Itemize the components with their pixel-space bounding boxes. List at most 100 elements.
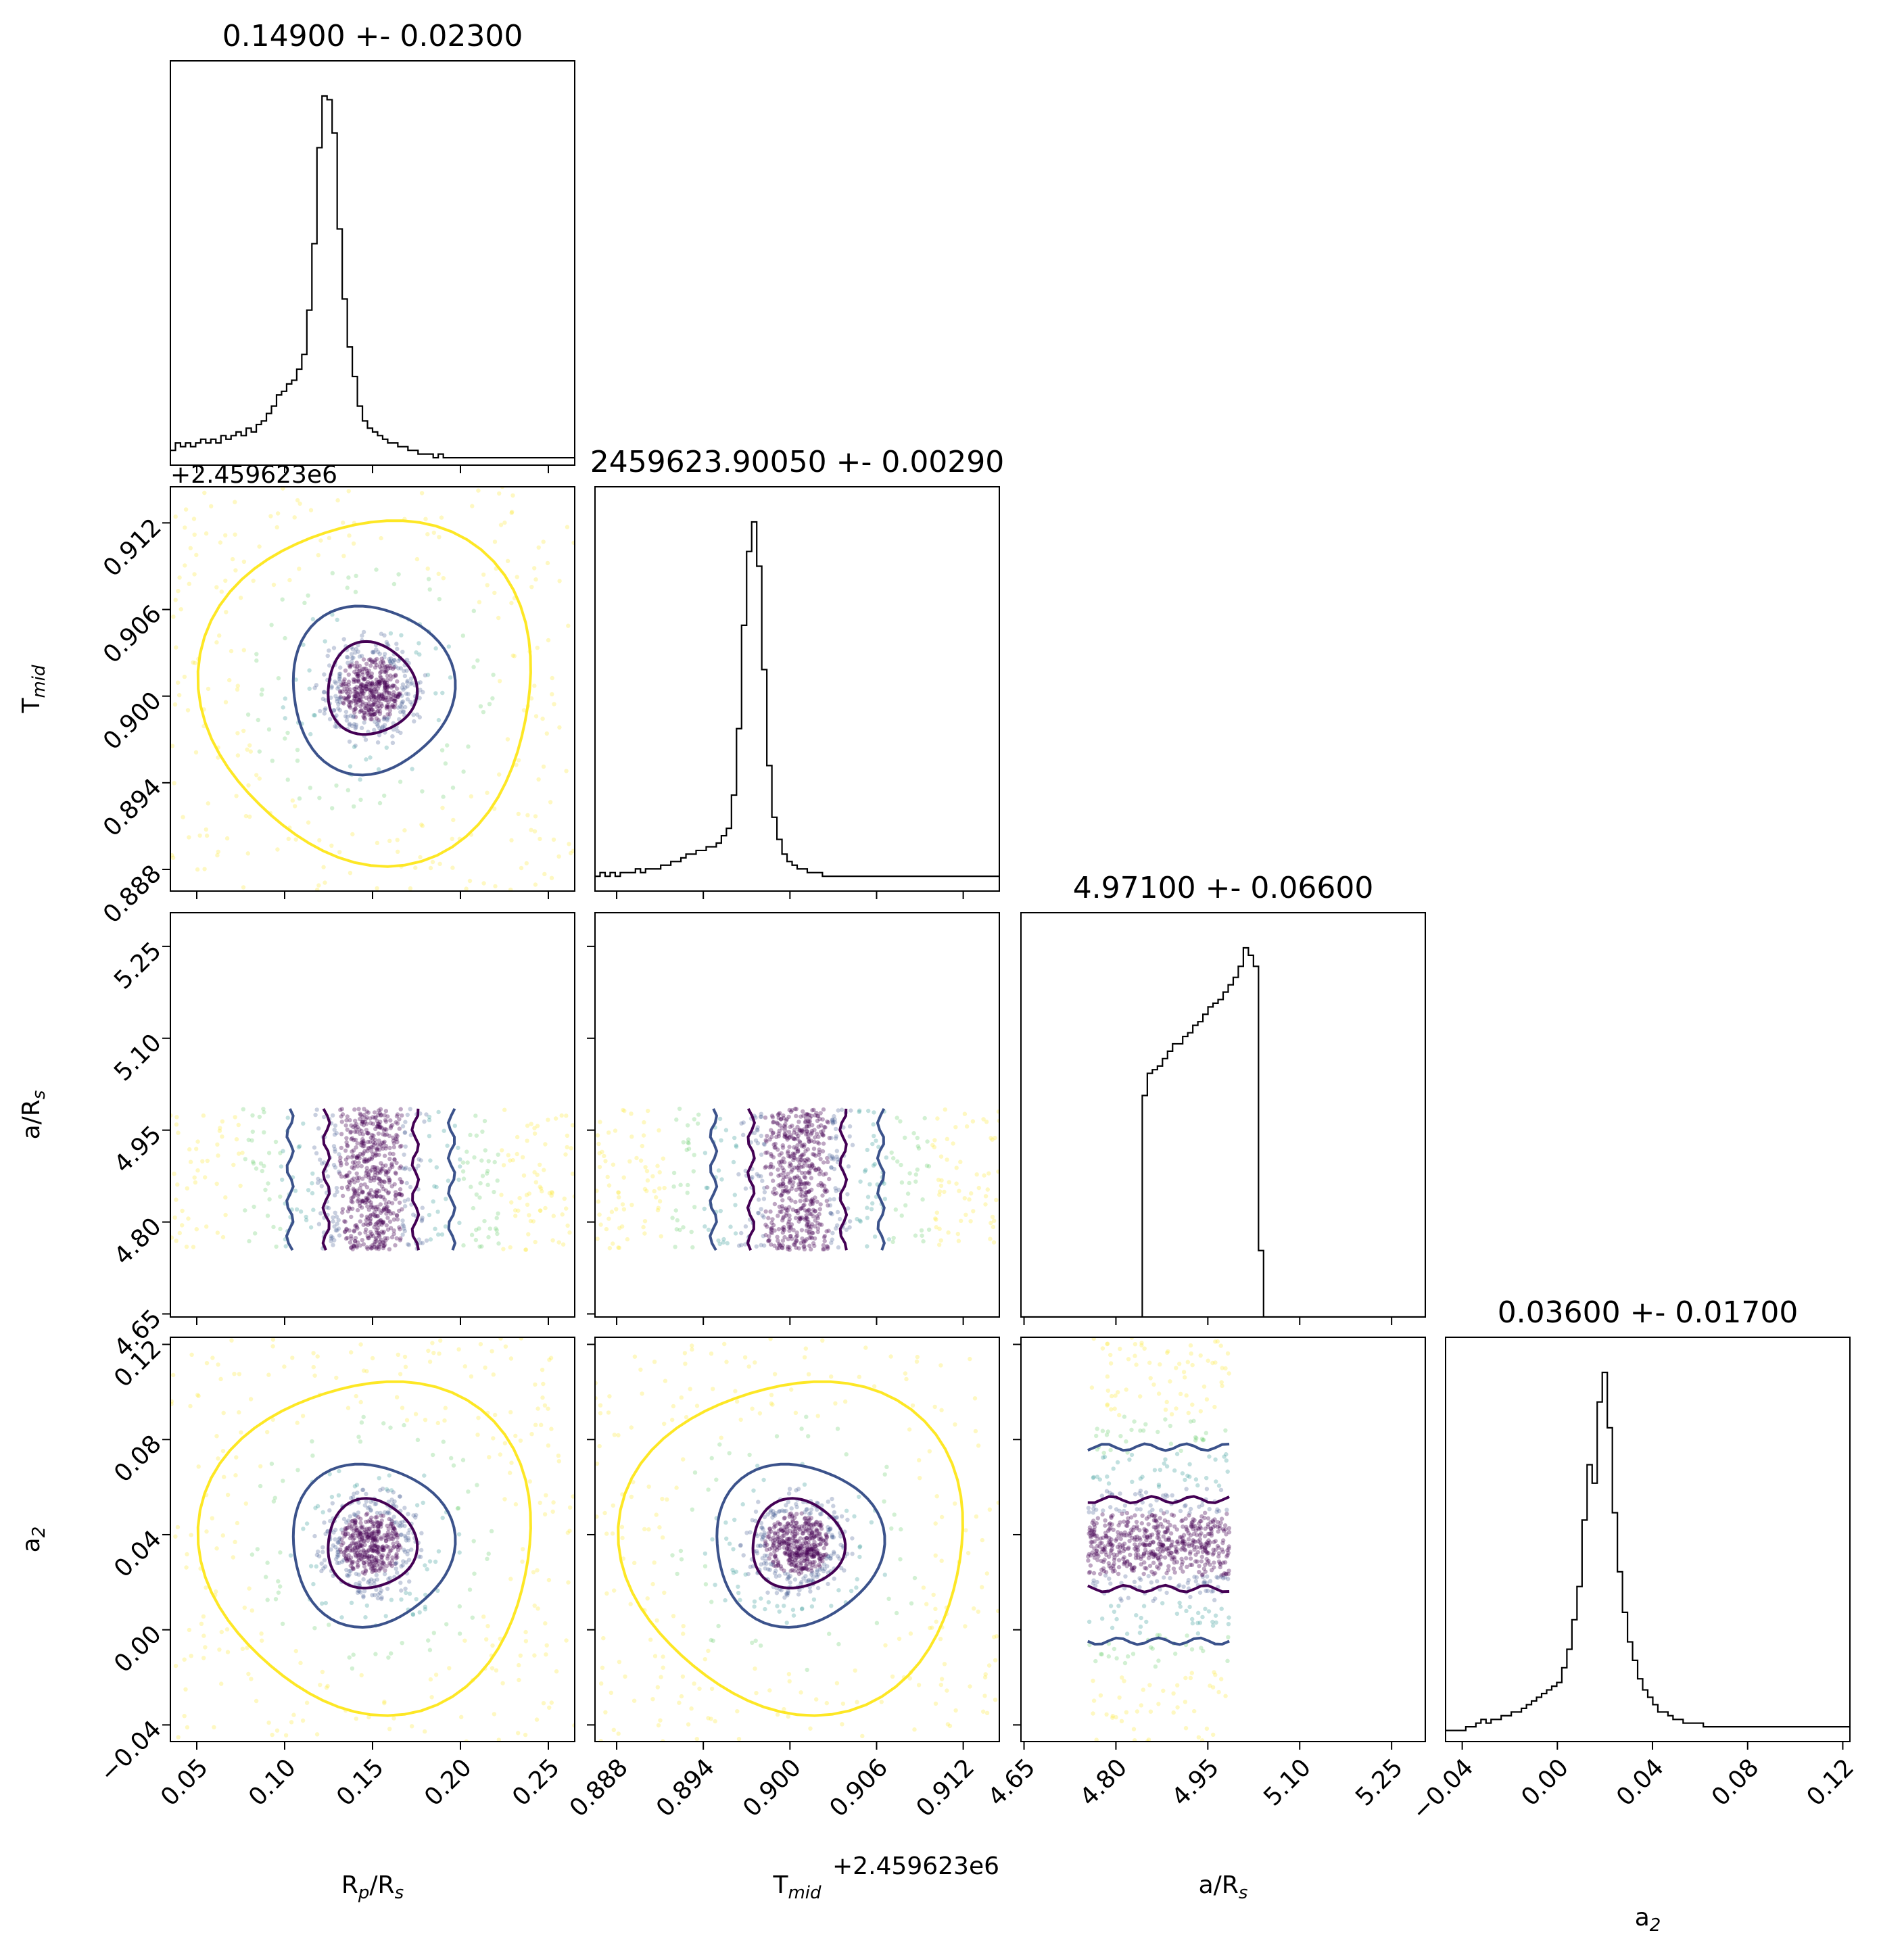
scatter-point (308, 508, 314, 512)
scatter-point (375, 700, 380, 705)
scatter-point (784, 1539, 789, 1543)
scatter-point (427, 1559, 433, 1564)
scatter-point (513, 1502, 519, 1507)
scatter-point (468, 1132, 473, 1138)
scatter-point (527, 1479, 532, 1484)
scatter-point (686, 1141, 691, 1146)
scatter-point (381, 1207, 386, 1212)
scatter-point (953, 1708, 958, 1713)
scatter-point (195, 867, 200, 872)
scatter-point (365, 1553, 370, 1558)
scatter-point (686, 1137, 691, 1142)
scatter-point (826, 1581, 830, 1587)
scatter-point (918, 1476, 922, 1481)
scatter-point (385, 1523, 389, 1528)
scatter-point (367, 1562, 372, 1567)
scatter-point (807, 1543, 811, 1548)
scatter-point (760, 1556, 765, 1561)
scatter-point (661, 1665, 665, 1670)
scatter-point (492, 807, 497, 811)
scatter-point (1105, 1341, 1110, 1346)
scatter-point (1204, 1550, 1210, 1554)
scatter-point (1139, 1554, 1144, 1559)
scatter-point (782, 1175, 786, 1180)
scatter-point (375, 1537, 379, 1542)
scatter-point (397, 1126, 402, 1131)
scatter-point (364, 1115, 369, 1120)
scatter-point (879, 1700, 884, 1704)
scatter-point (358, 1520, 363, 1525)
scatter-point (811, 1575, 815, 1580)
scatter-point (197, 833, 202, 838)
scatter-point (771, 1130, 776, 1135)
scatter-point (361, 1533, 366, 1537)
scatter-point (369, 1541, 375, 1545)
scatter-point (551, 1500, 556, 1505)
scatter-point (824, 1199, 830, 1203)
scatter-point (352, 1129, 358, 1134)
scatter-point (654, 1618, 659, 1623)
scatter-point (369, 1531, 374, 1536)
scatter-point (352, 1159, 358, 1165)
scatter-point (1124, 1560, 1130, 1564)
scatter-point (180, 1223, 185, 1228)
scatter-point (381, 1220, 385, 1226)
scatter-point (836, 1108, 840, 1113)
scatter-point (368, 1135, 373, 1141)
scatter-point (358, 1531, 362, 1535)
scatter-point (1091, 1518, 1096, 1523)
scatter-point (323, 1531, 328, 1536)
scatter-point (632, 1698, 637, 1703)
scatter-point (174, 645, 178, 650)
scatter-point (1118, 1491, 1122, 1496)
scatter-point (934, 1210, 940, 1215)
scatter-point (377, 693, 381, 698)
scatter-point (772, 1187, 777, 1191)
scatter-point (377, 1566, 382, 1571)
scatter-point (802, 1247, 807, 1252)
scatter-point (416, 641, 421, 646)
scatter-point (333, 694, 338, 698)
scatter-point (352, 1138, 356, 1143)
scatter-point (433, 1673, 439, 1677)
scatter-point (265, 1214, 270, 1218)
scatter-point (266, 727, 272, 732)
scatter-point (377, 1124, 382, 1130)
scatter-point (809, 1530, 815, 1535)
scatter-point (794, 1146, 799, 1151)
scatter-point (368, 1121, 373, 1126)
scatter-point (181, 815, 185, 819)
scatter-point (404, 1590, 408, 1596)
scatter-point (329, 1236, 333, 1241)
scatter-point (1218, 1575, 1224, 1579)
scatter-point (397, 1208, 402, 1214)
scatter-point (364, 684, 368, 689)
scatter-point (333, 1149, 337, 1154)
scatter-point (781, 1184, 786, 1189)
scatter-point (371, 1136, 375, 1141)
scatter-point (546, 1118, 550, 1122)
scatter-point (1185, 1360, 1191, 1364)
scatter-point (786, 1575, 791, 1581)
scatter-point (385, 703, 390, 708)
scatter-point (826, 1245, 830, 1249)
scatter-point (435, 1420, 440, 1426)
scatter-point (752, 1599, 757, 1604)
scatter-point (549, 876, 554, 880)
scatter-point (804, 1579, 809, 1583)
scatter-point (835, 1159, 840, 1165)
scatter-point (797, 1587, 802, 1593)
scatter-point (777, 1539, 782, 1545)
scatter-point (794, 1555, 800, 1560)
scatter-point (391, 684, 396, 688)
scatter-point (429, 1695, 434, 1700)
scatter-point (393, 1561, 398, 1566)
scatter-point (360, 1176, 365, 1181)
scatter-point (398, 692, 402, 697)
scatter-point (245, 1646, 249, 1650)
scatter-point (474, 1227, 479, 1232)
scatter-point (356, 1178, 360, 1183)
scatter-point (393, 1170, 398, 1175)
scatter-point (354, 685, 359, 690)
scatter-point (366, 701, 371, 706)
